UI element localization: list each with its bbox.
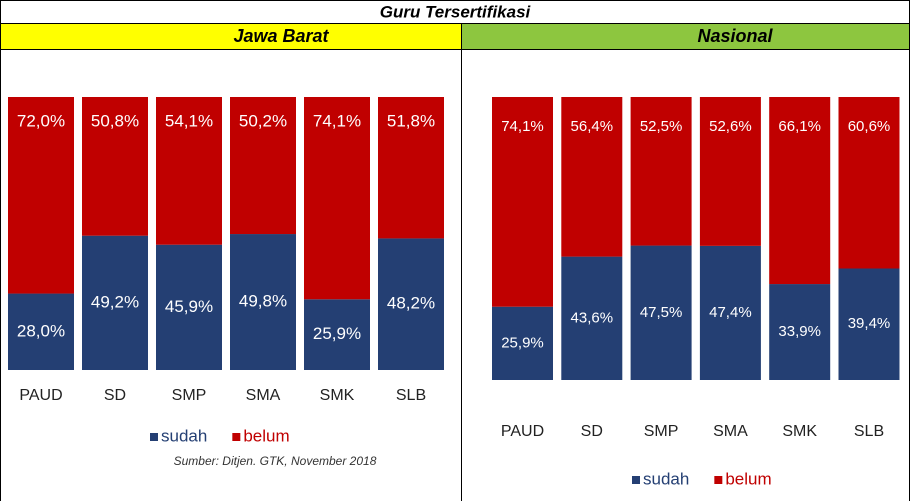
legend-label: sudah bbox=[643, 469, 689, 488]
bar-segment bbox=[156, 97, 222, 245]
x-tick-label: PAUD bbox=[19, 387, 62, 404]
value-label: 72,0% bbox=[17, 111, 65, 130]
value-label: 25,9% bbox=[501, 334, 544, 351]
value-label: 50,8% bbox=[91, 111, 139, 130]
value-label: 28,0% bbox=[17, 321, 65, 340]
x-tick-label: SD bbox=[104, 387, 126, 404]
region-header-right bbox=[461, 23, 910, 50]
bar-segment bbox=[699, 97, 761, 246]
bar-segment bbox=[630, 245, 692, 380]
x-tick-label: SMA bbox=[246, 387, 281, 404]
value-label: 49,8% bbox=[239, 292, 287, 311]
value-label: 66,1% bbox=[778, 118, 821, 135]
bar-segment bbox=[230, 97, 296, 235]
x-tick-label: SMA bbox=[713, 423, 748, 440]
value-label: 33,9% bbox=[778, 323, 821, 340]
bar-segment bbox=[561, 97, 623, 257]
value-label: 54,1% bbox=[165, 111, 213, 130]
chart-title: Jawa Barat bbox=[233, 26, 329, 46]
value-label: 74,1% bbox=[501, 118, 544, 135]
x-tick-label: SLB bbox=[854, 423, 884, 440]
legend-label: belum bbox=[725, 469, 771, 488]
bar-segment bbox=[769, 284, 831, 380]
bar-segment bbox=[769, 97, 831, 285]
legend-swatch bbox=[632, 476, 640, 484]
bar-segment bbox=[82, 235, 148, 370]
x-tick-label: SLB bbox=[396, 387, 426, 404]
x-tick-label: SD bbox=[581, 423, 603, 440]
x-tick-label: SMK bbox=[320, 387, 355, 404]
value-label: 25,9% bbox=[313, 324, 361, 343]
legend-swatch bbox=[714, 476, 723, 484]
value-label: 52,5% bbox=[640, 118, 683, 135]
value-label: 50,2% bbox=[239, 111, 287, 130]
bar-segment bbox=[838, 97, 900, 269]
value-label: 47,4% bbox=[709, 304, 752, 321]
region-header-left bbox=[0, 23, 462, 50]
source-note: Sumber: Ditjen. GTK, November 2018 bbox=[174, 454, 377, 468]
value-label: 74,1% bbox=[313, 111, 361, 130]
value-label: 52,6% bbox=[709, 118, 752, 135]
value-label: 56,4% bbox=[571, 118, 614, 135]
x-tick-label: SMK bbox=[782, 423, 817, 440]
legend-swatch bbox=[232, 433, 241, 441]
x-tick-label: SMP bbox=[644, 423, 679, 440]
chart-title: Nasional bbox=[697, 26, 773, 46]
bar-segment bbox=[8, 293, 74, 370]
value-label: 49,2% bbox=[91, 292, 139, 311]
value-label: 45,9% bbox=[165, 297, 213, 316]
bar-segment bbox=[304, 97, 370, 300]
x-tick-label: SMP bbox=[172, 387, 207, 404]
value-label: 47,5% bbox=[640, 304, 683, 321]
legend-swatch bbox=[150, 433, 158, 441]
value-label: 39,4% bbox=[848, 315, 891, 332]
legend-label: sudah bbox=[161, 426, 207, 445]
bar-segment bbox=[838, 268, 900, 380]
bar-segment bbox=[8, 97, 74, 294]
bar-segment bbox=[492, 97, 553, 307]
value-label: 48,2% bbox=[387, 294, 435, 313]
bar-segment bbox=[304, 299, 370, 370]
bar-segment bbox=[561, 256, 623, 380]
bar-segment bbox=[230, 234, 296, 370]
value-label: 43,6% bbox=[571, 309, 614, 326]
page-title: Guru Tersertifikasi bbox=[380, 2, 532, 21]
legend-label: belum bbox=[243, 426, 289, 445]
bar-segment bbox=[82, 97, 148, 236]
bar-segment bbox=[492, 306, 553, 380]
x-tick-label: PAUD bbox=[501, 423, 544, 440]
bar-segment bbox=[378, 238, 444, 370]
bar-segment bbox=[156, 244, 222, 370]
bar-segment bbox=[378, 97, 444, 239]
value-label: 60,6% bbox=[848, 118, 891, 135]
bar-segment bbox=[699, 245, 761, 380]
bar-segment bbox=[630, 97, 692, 246]
value-label: 51,8% bbox=[387, 111, 435, 130]
